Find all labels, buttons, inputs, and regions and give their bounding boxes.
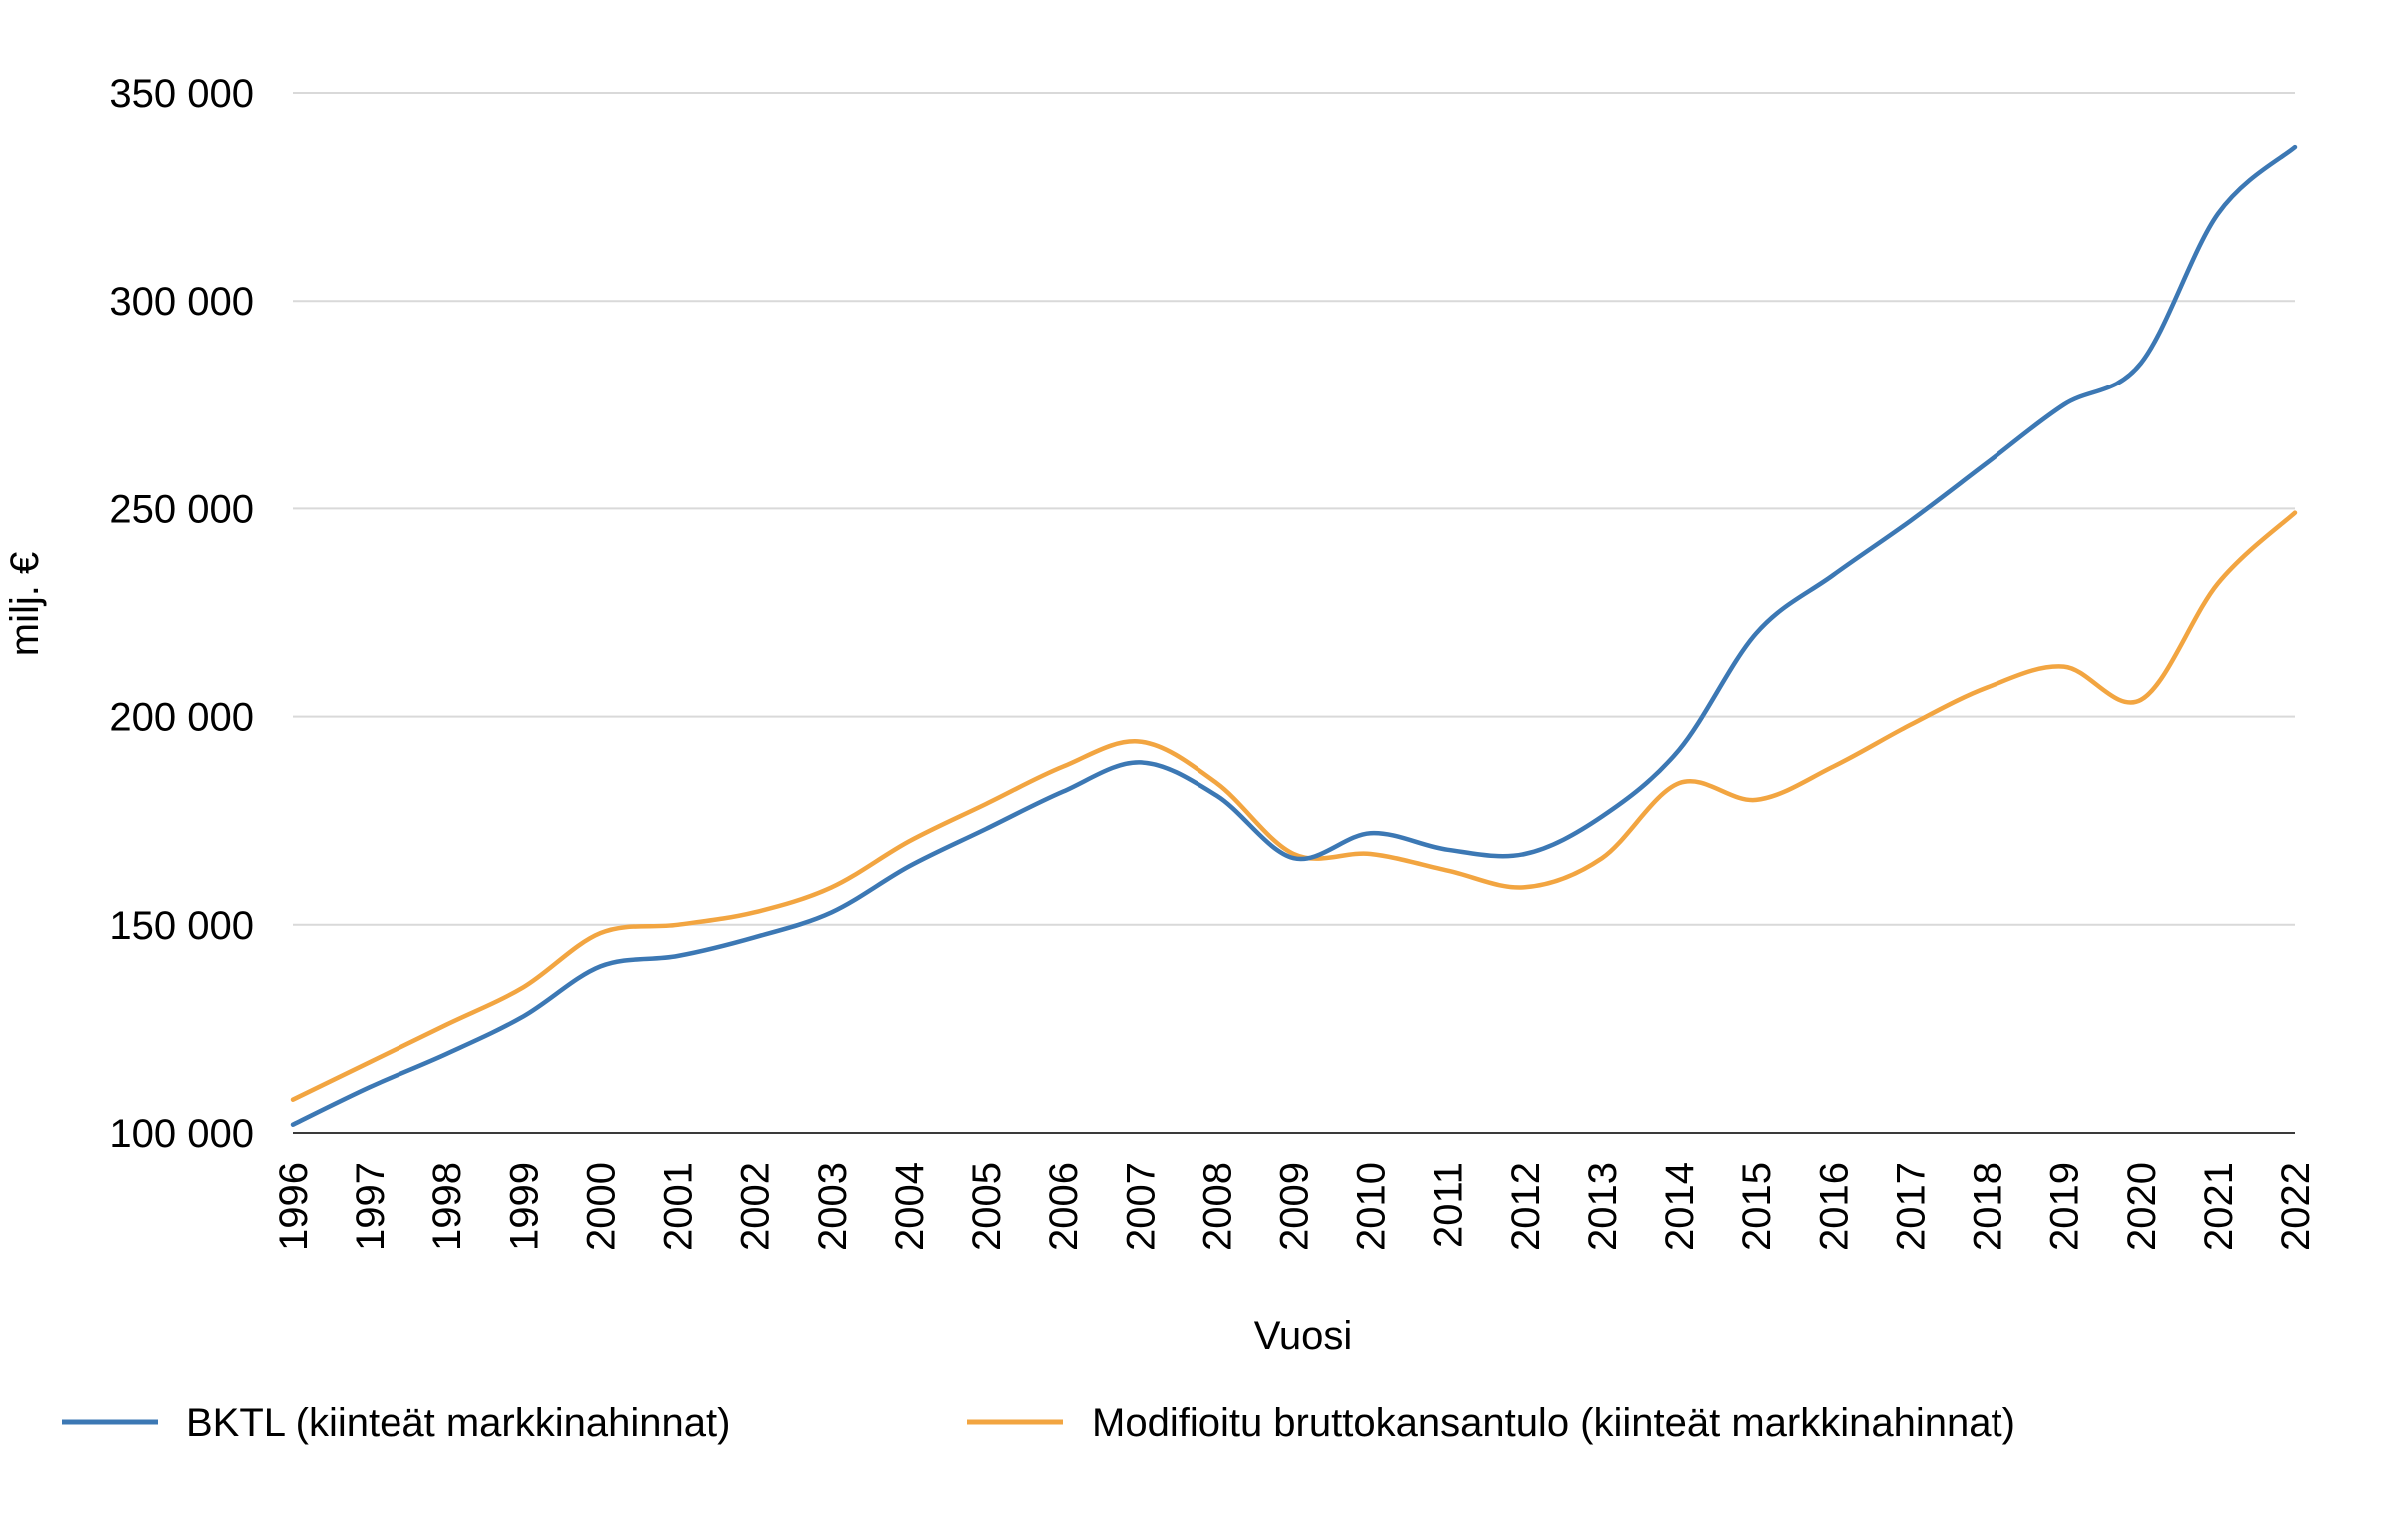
x-tick-label: 2021 — [2197, 1162, 2241, 1251]
x-tick-label: 2009 — [1273, 1162, 1317, 1251]
y-tick-label: 200 000 — [109, 696, 254, 740]
legend-label: Modifioitu bruttokansantulo (kiinteät ma… — [1092, 1401, 2015, 1445]
x-tick-label: 2002 — [734, 1162, 778, 1251]
x-tick-label: 2014 — [1658, 1162, 1702, 1251]
x-tick-label: 1998 — [425, 1162, 469, 1251]
y-tick-label: 100 000 — [109, 1112, 254, 1155]
x-tick-label: 1996 — [272, 1162, 316, 1251]
x-tick-label: 2020 — [2120, 1162, 2164, 1251]
y-axis-title: milj. € — [3, 552, 47, 656]
y-tick-label: 150 000 — [109, 904, 254, 948]
x-tick-label: 2011 — [1427, 1162, 1471, 1248]
x-tick-label: 2017 — [1889, 1162, 1933, 1251]
x-tick-label: 1997 — [349, 1162, 393, 1251]
y-tick-label: 250 000 — [109, 487, 254, 531]
y-axis-ticks: 100 000 150 000 200 000 250 000 300 000 350 0… — [109, 72, 254, 1155]
x-tick-label: 2000 — [579, 1162, 623, 1251]
series-line-2 — [290, 510, 2298, 1102]
legend: BKTL (kiinteät markkinahinnat) Modifioitu… — [62, 1401, 2015, 1445]
x-tick-label: 2019 — [2043, 1162, 2087, 1251]
x-tick-label: 2008 — [1196, 1162, 1239, 1251]
x-tick-label: 2001 — [657, 1162, 701, 1251]
x-tick-label: 2006 — [1042, 1162, 1086, 1251]
x-tick-label: 2010 — [1350, 1162, 1394, 1251]
x-tick-label: 2016 — [1812, 1162, 1856, 1251]
legend-label: BKTL (kiinteät markkinahinnat) — [186, 1401, 730, 1445]
x-tick-label: 2013 — [1581, 1162, 1625, 1251]
x-tick-label: 2015 — [1735, 1162, 1779, 1251]
y-tick-label: 300 000 — [109, 280, 254, 324]
x-tick-label: 2012 — [1504, 1162, 1548, 1251]
x-axis-ticks: 1996 1997 1998 1999 2000 2001 2002 2003 2004 2005… — [272, 1162, 2318, 1251]
legend-item-2: Modifioitu bruttokansantulo (kiinteät ma… — [967, 1401, 2015, 1445]
x-tick-label: 2004 — [888, 1162, 932, 1251]
legend-item-1: BKTL (kiinteät markkinahinnat) — [62, 1401, 730, 1445]
x-tick-label: 2022 — [2274, 1162, 2318, 1251]
gridlines — [293, 92, 2295, 926]
x-tick-label: 2005 — [965, 1162, 1009, 1251]
x-tick-label: 2007 — [1119, 1162, 1163, 1251]
series-lines — [290, 144, 2298, 1127]
x-tick-label: 2003 — [811, 1162, 855, 1251]
x-tick-label: 2018 — [1967, 1162, 2010, 1251]
series-line-1 — [290, 144, 2298, 1127]
x-tick-label: 1999 — [502, 1162, 546, 1251]
y-tick-label: 350 000 — [109, 72, 254, 116]
x-axis-title: Vuosi — [1254, 1314, 1353, 1358]
